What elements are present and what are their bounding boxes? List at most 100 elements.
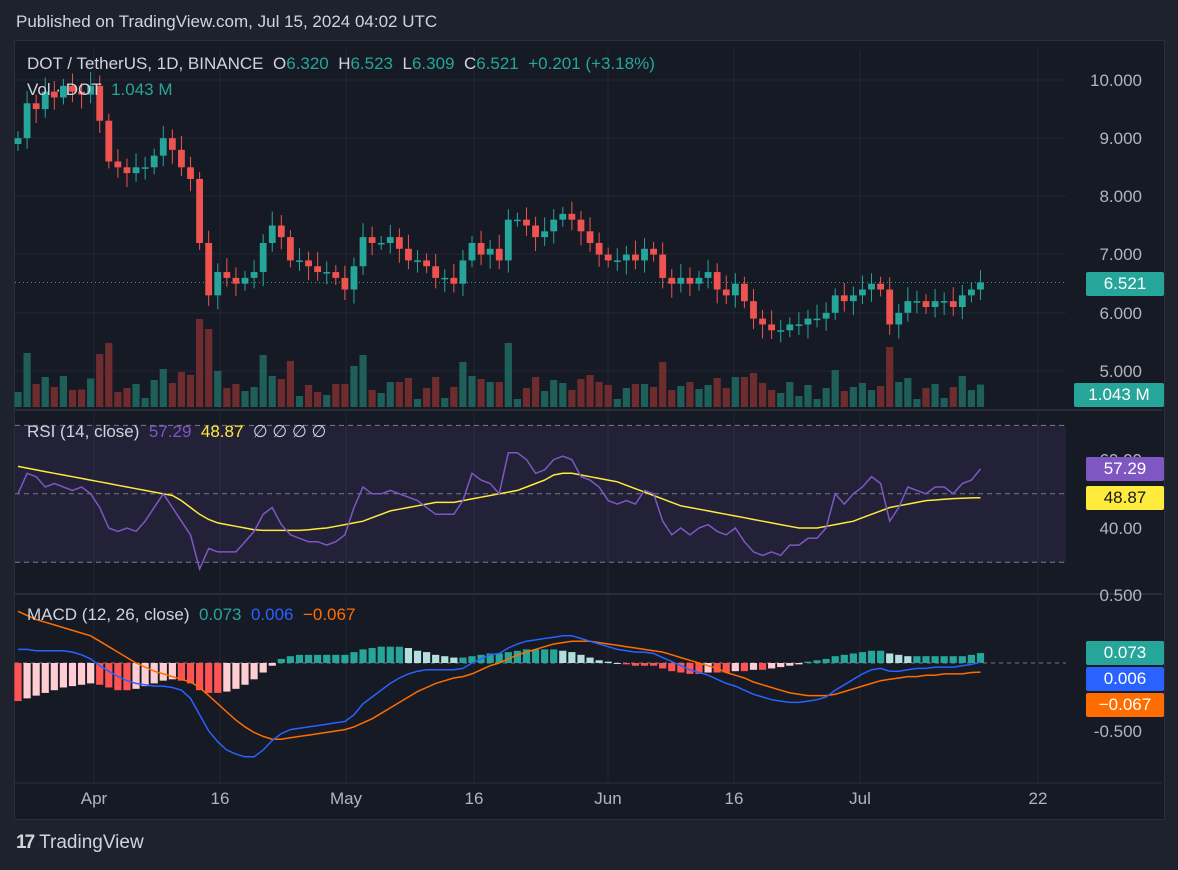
- candle-body: [214, 272, 222, 296]
- candle-body: [450, 277, 458, 284]
- volume-bar: [96, 354, 104, 407]
- volume-bar: [332, 384, 340, 407]
- volume-bar: [886, 347, 894, 407]
- macd-histogram-bar: [922, 656, 930, 663]
- macd-histogram-bar: [341, 654, 349, 663]
- candle-body: [405, 248, 412, 261]
- candle-body: [677, 277, 685, 284]
- volume-bar: [650, 387, 658, 407]
- candle-body: [50, 91, 58, 98]
- volume-bar: [568, 390, 576, 407]
- rsi-hidden-icons[interactable]: ∅ ∅ ∅ ∅: [252, 422, 327, 441]
- volume-bar: [976, 384, 985, 407]
- candle-body: [822, 312, 830, 319]
- candle-body: [495, 248, 503, 261]
- candle-body: [132, 167, 140, 174]
- tradingview-logo[interactable]: 17 TradingView: [16, 832, 144, 854]
- candle-body: [532, 225, 539, 238]
- macd-histogram-bar: [441, 656, 449, 663]
- volume-bar: [250, 387, 258, 407]
- macd-histogram-bar: [196, 663, 204, 691]
- macd-histogram-bar: [867, 650, 876, 663]
- macd-histogram-bar: [459, 657, 467, 663]
- macd-line-value: 0.006: [250, 605, 294, 624]
- macd-tick-label: -0.500: [1094, 722, 1142, 741]
- candle-body: [150, 155, 158, 168]
- macd-histogram-bar: [913, 656, 921, 663]
- volume-bar: [295, 396, 304, 407]
- macd-histogram-bar: [495, 653, 503, 663]
- volume-bar: [159, 369, 167, 407]
- close-value: 6.521: [476, 54, 519, 73]
- macd-histogram-bar: [223, 663, 231, 692]
- macd-histogram-bar: [631, 663, 640, 666]
- macd-histogram-bar: [586, 657, 594, 663]
- volume-bar: [777, 393, 785, 407]
- macd-histogram-bar: [214, 663, 222, 693]
- candle-body: [296, 260, 303, 262]
- macd-histogram-bar: [758, 663, 767, 670]
- candle-body: [114, 161, 122, 168]
- volume-bar: [849, 387, 857, 407]
- volume-bar: [223, 388, 231, 407]
- volume-bar: [459, 362, 467, 407]
- candle-body: [577, 219, 585, 232]
- candle-body: [368, 237, 376, 243]
- macd-histogram-bar: [59, 663, 67, 688]
- change-value: +0.201 (+3.18%): [528, 54, 655, 73]
- candle-body: [877, 283, 884, 290]
- volume-bar: [41, 377, 49, 407]
- volume-bar: [677, 386, 685, 407]
- candle-body: [795, 324, 803, 326]
- volume-bar: [541, 391, 549, 407]
- volume-bar: [867, 390, 876, 407]
- low-value: 6.309: [411, 54, 455, 73]
- macd-histogram-bar: [259, 663, 267, 673]
- last-price-tag: 6.521: [1086, 272, 1164, 296]
- price-tick-label: 5.000: [1099, 362, 1142, 381]
- macd-histogram-bar: [205, 663, 213, 693]
- macd-histogram-bar: [423, 652, 431, 663]
- macd-histogram-bar: [168, 663, 176, 680]
- volume-bar: [286, 361, 294, 407]
- volume-bar: [768, 390, 776, 407]
- candle-body: [441, 277, 449, 280]
- candle-body: [305, 260, 312, 267]
- candle-body: [323, 272, 331, 274]
- volume-label: Vol · DOT: [27, 80, 102, 99]
- macd-histogram-bar: [295, 654, 304, 663]
- macd-histogram-bar: [513, 650, 521, 663]
- candle-body: [604, 254, 612, 261]
- macd-histogram-bar: [241, 663, 249, 685]
- volume-bar: [377, 393, 385, 407]
- price-tick-label: 10.000: [1090, 71, 1142, 90]
- macd-signal-line: [17, 610, 981, 740]
- candle-body: [541, 231, 549, 238]
- macd-histogram-bar: [795, 663, 803, 665]
- time-tick-label: Jul: [849, 789, 871, 808]
- macd-histogram-bar: [141, 663, 149, 687]
- macd-histogram-bar: [531, 649, 540, 663]
- macd-histogram-bar: [323, 654, 331, 663]
- volume-bar: [68, 390, 77, 407]
- candle-body: [949, 301, 957, 307]
- volume-bar: [323, 395, 331, 407]
- volume-bar: [604, 385, 612, 407]
- price-tick-label: 8.000: [1099, 187, 1142, 206]
- macd-histogram-bar: [105, 663, 113, 688]
- volume-bar: [640, 384, 649, 407]
- volume-bar: [114, 392, 122, 407]
- volume-bar: [141, 398, 149, 407]
- candle-body: [268, 225, 276, 243]
- macd-histogram-bar: [304, 654, 313, 663]
- candle-body: [759, 318, 766, 325]
- macd-histogram-bar: [314, 654, 322, 663]
- macd-histogram-bar: [41, 663, 49, 693]
- volume-bar: [804, 385, 812, 407]
- macd-signal-value: −0.067: [302, 605, 356, 624]
- macd-histogram-bar: [177, 663, 186, 681]
- candle-body: [504, 219, 512, 261]
- candle-body: [423, 260, 430, 267]
- candle-body: [96, 85, 104, 121]
